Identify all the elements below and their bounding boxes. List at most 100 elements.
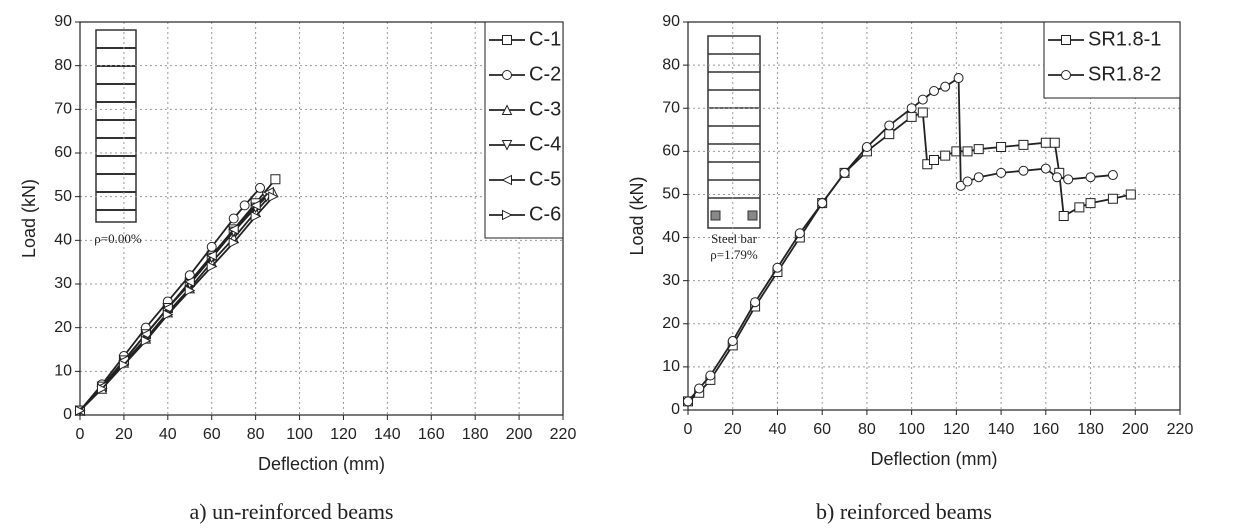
x-tick-label: 40	[159, 426, 177, 443]
y-tick-label: 90	[54, 13, 72, 30]
legend-label: SR1.8-2	[1088, 63, 1161, 85]
data-point	[953, 73, 964, 84]
x-axis-label: Deflection (mm)	[870, 449, 997, 469]
x-tick-label: 60	[813, 421, 831, 438]
data-point	[1040, 163, 1051, 174]
data-point	[727, 336, 738, 347]
y-tick-label: 60	[662, 143, 680, 160]
data-point	[228, 237, 240, 248]
legend-marker	[1061, 70, 1071, 80]
y-axis-label: Load (kN)	[19, 179, 39, 258]
data-point	[1125, 189, 1136, 200]
y-tick-label: 0	[671, 401, 680, 418]
x-tick-label: 200	[506, 426, 533, 443]
x-tick-label: 180	[462, 426, 489, 443]
data-point	[1040, 137, 1051, 148]
x-axis-label: Deflection (mm)	[258, 454, 385, 474]
data-point	[973, 172, 984, 183]
data-point	[962, 146, 973, 157]
data-point	[884, 120, 895, 131]
data-point	[162, 309, 174, 320]
series-line	[79, 191, 270, 412]
data-point	[794, 228, 805, 239]
legend-label: C-4	[529, 133, 561, 155]
data-point	[206, 261, 218, 272]
data-point	[996, 167, 1007, 178]
legend-label: C-1	[529, 28, 561, 50]
x-tick-label: 40	[769, 421, 787, 438]
x-tick-label: 140	[374, 426, 401, 443]
data-point	[683, 396, 693, 407]
data-point	[1085, 198, 1096, 209]
data-point	[250, 211, 262, 222]
x-tick-label: 220	[550, 426, 577, 443]
data-point	[1085, 172, 1096, 183]
legend-label: C-5	[529, 168, 561, 190]
data-point	[250, 200, 261, 211]
y-tick-label: 30	[54, 275, 72, 292]
legend-marker	[502, 35, 512, 45]
y-tick-label: 70	[662, 99, 680, 116]
x-tick-label: 160	[418, 426, 445, 443]
data-point	[1018, 165, 1029, 176]
data-point	[1107, 193, 1118, 204]
data-point	[228, 224, 239, 235]
data-point	[962, 176, 973, 187]
data-point	[1063, 174, 1074, 185]
data-point	[973, 144, 984, 155]
y-tick-label: 90	[662, 13, 680, 30]
data-point	[839, 167, 850, 178]
data-point	[140, 335, 152, 347]
y-tick-label: 20	[662, 315, 680, 332]
data-point	[996, 142, 1007, 153]
data-point	[940, 81, 951, 92]
x-tick-label: 60	[203, 426, 221, 443]
legend-marker	[501, 174, 512, 186]
data-point	[270, 174, 281, 185]
data-point	[184, 276, 195, 288]
data-point	[75, 405, 86, 416]
legend-box	[484, 21, 564, 239]
legend-label: C-6	[529, 203, 561, 225]
y-tick-label: 30	[662, 272, 680, 289]
data-point	[906, 103, 917, 114]
data-point	[772, 262, 783, 273]
data-point	[268, 191, 279, 202]
y-tick-label: 50	[54, 188, 72, 205]
data-point	[929, 154, 939, 165]
data-point	[1018, 139, 1029, 150]
x-tick-label: 120	[943, 421, 970, 438]
x-tick-label: 80	[247, 426, 265, 443]
data-point	[1074, 202, 1085, 213]
caption: a) un-reinforced beams	[189, 499, 393, 524]
legend-marker	[1061, 35, 1071, 45]
y-tick-label: 80	[54, 57, 72, 74]
legend-marker	[502, 209, 513, 221]
y-tick-label: 0	[63, 406, 72, 423]
x-tick-label: 180	[1077, 421, 1104, 438]
x-tick-label: 100	[898, 421, 925, 438]
x-tick-label: 200	[1122, 421, 1149, 438]
series-line	[79, 187, 261, 412]
legend-marker	[501, 140, 513, 151]
data-point	[255, 182, 266, 193]
data-point	[906, 111, 917, 122]
data-point	[228, 213, 239, 224]
x-tick-label: 100	[286, 426, 313, 443]
x-tick-label: 120	[330, 426, 357, 443]
data-point	[929, 85, 939, 96]
legend-label: C-2	[529, 63, 561, 85]
legend-marker	[502, 70, 512, 80]
data-point	[206, 250, 217, 261]
data-point	[239, 200, 250, 211]
data-point	[118, 359, 130, 371]
data-point	[705, 370, 716, 381]
y-tick-label: 20	[54, 319, 72, 336]
annotation: ρ=0.00%	[94, 231, 142, 246]
data-point	[940, 150, 951, 161]
annotation: ρ=1.79%	[710, 247, 758, 262]
x-tick-label: 80	[858, 421, 876, 438]
y-tick-label: 70	[54, 101, 72, 118]
y-tick-label: 40	[662, 229, 680, 246]
data-point	[1058, 211, 1069, 221]
